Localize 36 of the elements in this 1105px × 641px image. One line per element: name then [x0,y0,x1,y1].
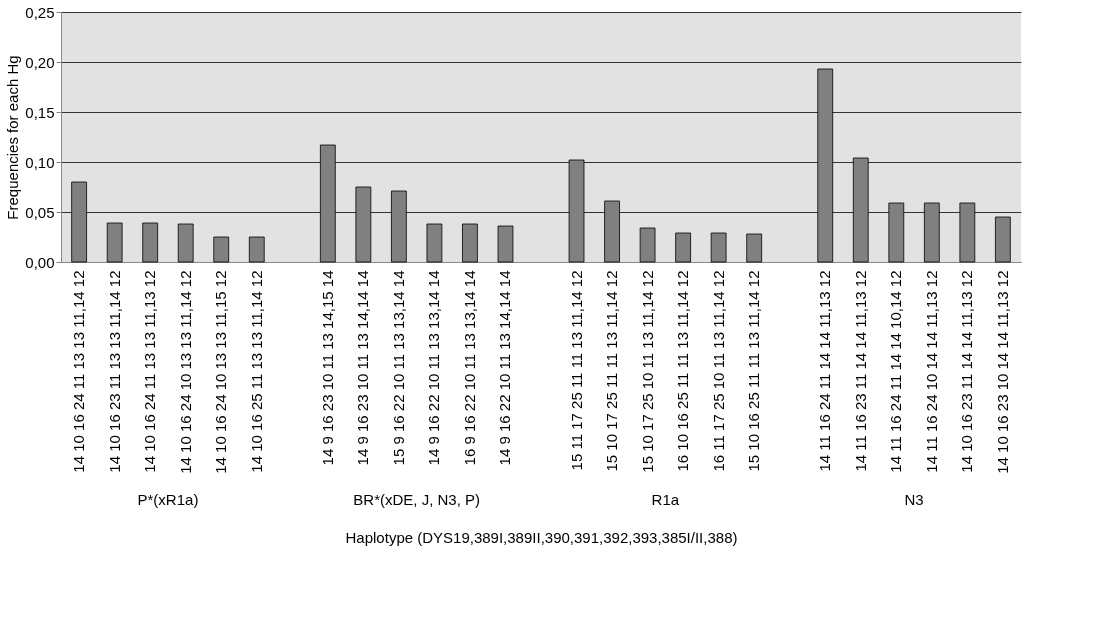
x-tick-label: 14 10 16 23 11 14 14 11,13 12 [958,270,976,473]
x-tick-label: 14 10 16 24 10 13 13 11,14 12 [176,270,194,474]
x-tick-label: 16 11 17 25 10 11 13 11,14 12 [709,270,727,472]
x-tick-label: 14 9 16 22 10 11 13 14,14 14 [496,270,514,466]
y-tick-label: 0,05 [25,203,55,221]
x-tick-label: 14 11 16 24 11 14 14 11,13 12 [816,270,834,472]
x-tick-label: 14 11 16 24 11 14 14 10,14 12 [887,270,905,473]
text: BR*(xDE, J, N3, P) [353,491,480,508]
x-tick-label: 14 10 16 23 10 14 14 11,13 12 [993,270,1011,474]
x-tick-label: 15 10 17 25 11 11 13 11,14 12 [603,270,621,472]
x-tick-label: 15 10 16 25 11 11 13 11,14 12 [745,270,763,472]
x-tick-label: 14 10 16 24 11 13 13 11,13 12 [141,270,159,473]
text: N3 [904,491,924,508]
x-tick-label: 14 11 16 23 11 14 14 11,13 12 [851,270,869,472]
x-tick-label: 14 10 16 23 11 13 13 11,14 12 [105,270,123,473]
x-tick-label: 14 9 16 22 10 11 13 13,14 14 [425,270,443,466]
x-tick-label: 16 10 16 25 11 11 13 11,14 12 [674,270,692,472]
x-tick-label: 16 9 16 22 10 11 13 13,14 14 [460,270,478,466]
y-axis-title: Frequencies for each Hg [4,55,22,220]
x-tick-label: 14 10 16 24 10 13 13 11,15 12 [212,270,230,474]
y-tick-label: 0,10 [25,153,55,171]
x-tick-label: 14 9 16 23 10 11 13 14,15 14 [318,270,336,466]
x-tick-label: 15 9 16 22 10 11 13 13,14 14 [389,270,407,466]
text: R1a [651,491,680,508]
x-tick-label: 14 11 16 24 10 14 14 11,13 12 [922,270,940,473]
y-tick-label: 0,15 [25,103,55,121]
x-tick-label: 15 11 17 25 11 11 13 11,14 12 [567,270,585,471]
y-tick-label: 0,20 [25,53,55,71]
text: P*(xR1a) [137,491,199,508]
x-tick-label: 14 10 16 25 11 13 13 11,14 12 [247,270,265,473]
y-tick-label: 0,25 [25,3,55,21]
x-axis-title: Haplotype (DYS19,389I,389II,390,391,392,393,385I/II,388) [345,528,738,546]
y-tick-label: 0,00 [25,253,55,271]
x-tick-label: 15 10 17 25 10 11 13 11,14 12 [638,270,656,473]
x-tick-label: 14 10 16 24 11 13 13 11,14 12 [70,270,88,473]
x-tick-label: 14 9 16 23 10 11 13 14,14 14 [354,270,372,466]
